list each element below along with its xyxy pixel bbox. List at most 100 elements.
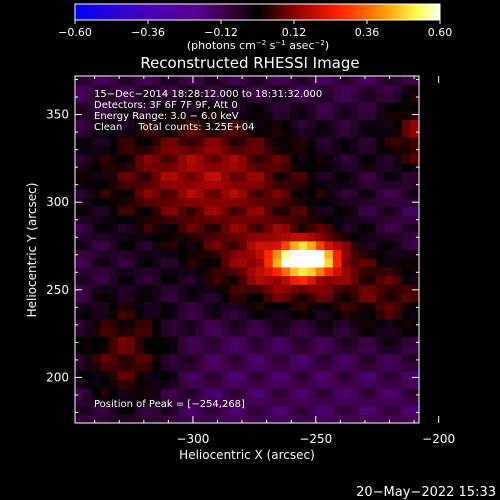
heatmap-cell [307,370,317,381]
heatmap-cell [126,119,136,129]
heatmap-cells [75,76,419,423]
heatmap-cell [384,353,394,363]
heatmap-cell [204,84,214,94]
heatmap-cell [298,353,308,363]
heatmap-cell [358,128,368,138]
heatmap-cell [290,266,300,277]
heatmap-cell [229,136,239,146]
heatmap-cell [333,188,343,199]
heatmap-cell [229,162,239,173]
heatmap-cell [143,353,153,363]
heatmap-cell [333,76,343,86]
heatmap-cell [298,370,308,381]
heatmap-cell [100,171,110,181]
heatmap-cell [367,119,377,129]
heatmap-cell [126,76,136,86]
heatmap-cell [376,223,386,233]
heatmap-cell [333,249,343,259]
heatmap-cell [410,232,419,242]
heatmap-cell [281,327,291,337]
heatmap-cell [333,171,343,181]
heatmap-cell [333,379,343,389]
heatmap-cell [204,284,214,294]
heatmap-cell [393,310,403,320]
heatmap-cell [384,258,394,268]
heatmap-cell [135,266,145,277]
heatmap-cell [272,136,282,146]
heatmap-cell [204,370,214,381]
heatmap-cell [333,370,343,381]
heatmap-cell [143,379,153,389]
heatmap-cell [298,284,308,294]
heatmap-cell [221,171,231,181]
heatmap-cell [75,119,85,129]
heatmap-cell [143,206,153,216]
heatmap-cell [161,171,171,181]
heatmap-cell [109,405,119,415]
heatmap-cell [83,145,93,155]
heatmap-cell [178,206,188,216]
colorbar-unit-exponent: −1 [275,39,285,47]
heatmap-cell [221,102,231,112]
heatmap-cell [178,258,188,268]
heatmap-cell [178,266,188,277]
heatmap-cell [376,76,386,86]
heatmap-cell [75,353,85,363]
heatmap-cell [315,136,325,146]
heatmap-cell [126,249,136,259]
heatmap-cell [229,180,239,190]
heatmap-cell [221,162,231,173]
heatmap-cell [109,284,119,294]
heatmap-cell [143,93,153,103]
heatmap-cell [350,379,360,389]
heatmap-cell [298,266,308,277]
heatmap-cell [410,353,419,363]
heatmap-cell [169,336,179,346]
heatmap-cell [393,154,403,164]
heatmap-cell [212,396,222,407]
heatmap-cell [410,414,419,423]
heatmap-cell [255,136,265,146]
heatmap-cell [393,171,403,181]
heatmap-cell [290,370,300,381]
heatmap-cell [126,292,136,303]
heatmap-cell [290,240,300,251]
heatmap-cell [307,336,317,346]
heatmap-cell [126,84,136,94]
heatmap-cell [358,284,368,294]
heatmap-cell [333,197,343,207]
heatmap-cell [195,344,205,355]
heatmap-cell [333,284,343,294]
heatmap-cell [135,180,145,190]
heatmap-cell [376,258,386,268]
heatmap-cell [221,318,231,329]
heatmap-cell [410,93,419,103]
heatmap-cell [307,119,317,129]
heatmap-cell [75,102,85,112]
heatmap-cell [272,370,282,381]
heatmap-cell [143,301,153,311]
heatmap-cell [255,318,265,329]
heatmap-cell [238,162,248,173]
heatmap-cell [204,171,214,181]
heatmap-cell [92,370,102,381]
heatmap-cell [75,266,85,277]
heatmap-cell [152,414,162,423]
heatmap-cell [204,119,214,129]
heatmap-cell [247,327,257,337]
heatmap-cell [358,405,368,415]
heatmap-cell [169,318,179,329]
heatmap-cell [298,414,308,423]
heatmap-cell [169,414,179,423]
heatmap-cell [307,414,317,423]
heatmap-cell [100,214,110,225]
heatmap-cell [229,388,239,398]
heatmap-cell [410,154,419,164]
heatmap-cell [92,327,102,337]
heatmap-cell [376,318,386,329]
heatmap-cell [410,362,419,372]
heatmap-cell [324,128,334,138]
heatmap-cell [272,405,282,415]
heatmap-cell [401,102,411,112]
heatmap-cell [238,110,248,120]
